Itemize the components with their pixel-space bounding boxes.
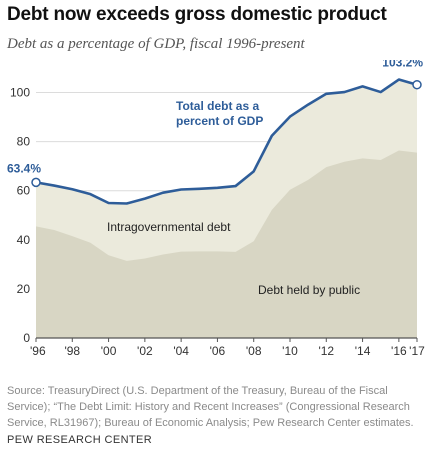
start-point-marker [31, 177, 41, 188]
x-tick-label: '06 [210, 344, 226, 358]
debt-held-by-public-area [36, 150, 417, 338]
total-debt-label: Total debt as a percent of GDP [176, 99, 263, 128]
end-point-marker [412, 79, 422, 90]
y-tick-label: 100 [10, 86, 30, 100]
y-tick-label: 60 [17, 184, 31, 198]
axes: '96 '98 '00 '02 '04 '06 '08 '10 '12 '14 '16'17 [30, 337, 425, 358]
y-tick-label: 20 [17, 282, 31, 296]
x-tick-label: '10 [282, 344, 298, 358]
chart-title: Debt now exceeds gross domestic product [7, 4, 387, 25]
areas [36, 79, 417, 338]
debt-gdp-chart: 0 20 40 60 80 100 '96 '98 '00 '02 '04 '06 '08 '10 '12… [7, 60, 425, 358]
x-tick-label: '14 [355, 344, 371, 358]
start-value-label: 63.4% [7, 161, 41, 175]
x-tick-label: '00 [101, 344, 117, 358]
y-tick-label: 40 [17, 233, 31, 247]
debt-held-by-public-label: Debt held by public [258, 283, 360, 297]
x-tick-label: '16 [391, 344, 407, 358]
x-tick-label: '17 [409, 344, 425, 358]
chart-subtitle: Debt as a percentage of GDP, fiscal 1996… [7, 36, 305, 52]
intragovernmental-debt-label: Intragovernmental debt [107, 220, 231, 234]
total-debt-line [35, 78, 418, 205]
x-tick-label: '08 [246, 344, 262, 358]
x-tick-label: '98 [64, 344, 80, 358]
source-note: Source: TreasuryDirect (U.S. Department … [7, 385, 414, 429]
pew-credit: PEW RESEARCH CENTER [7, 434, 153, 446]
x-tick-label: '02 [137, 344, 153, 358]
x-tick-label: '96 [30, 344, 46, 358]
end-value-label: 103.2% [382, 60, 423, 70]
x-tick-label: '12 [318, 344, 334, 358]
total-debt-label-line-1: Total debt as a [176, 99, 259, 113]
x-tick-label: '04 [173, 344, 189, 358]
y-tick-label: 0 [23, 331, 30, 345]
total-debt-label-line-2: percent of GDP [176, 114, 263, 128]
y-tick-label: 80 [17, 135, 31, 149]
